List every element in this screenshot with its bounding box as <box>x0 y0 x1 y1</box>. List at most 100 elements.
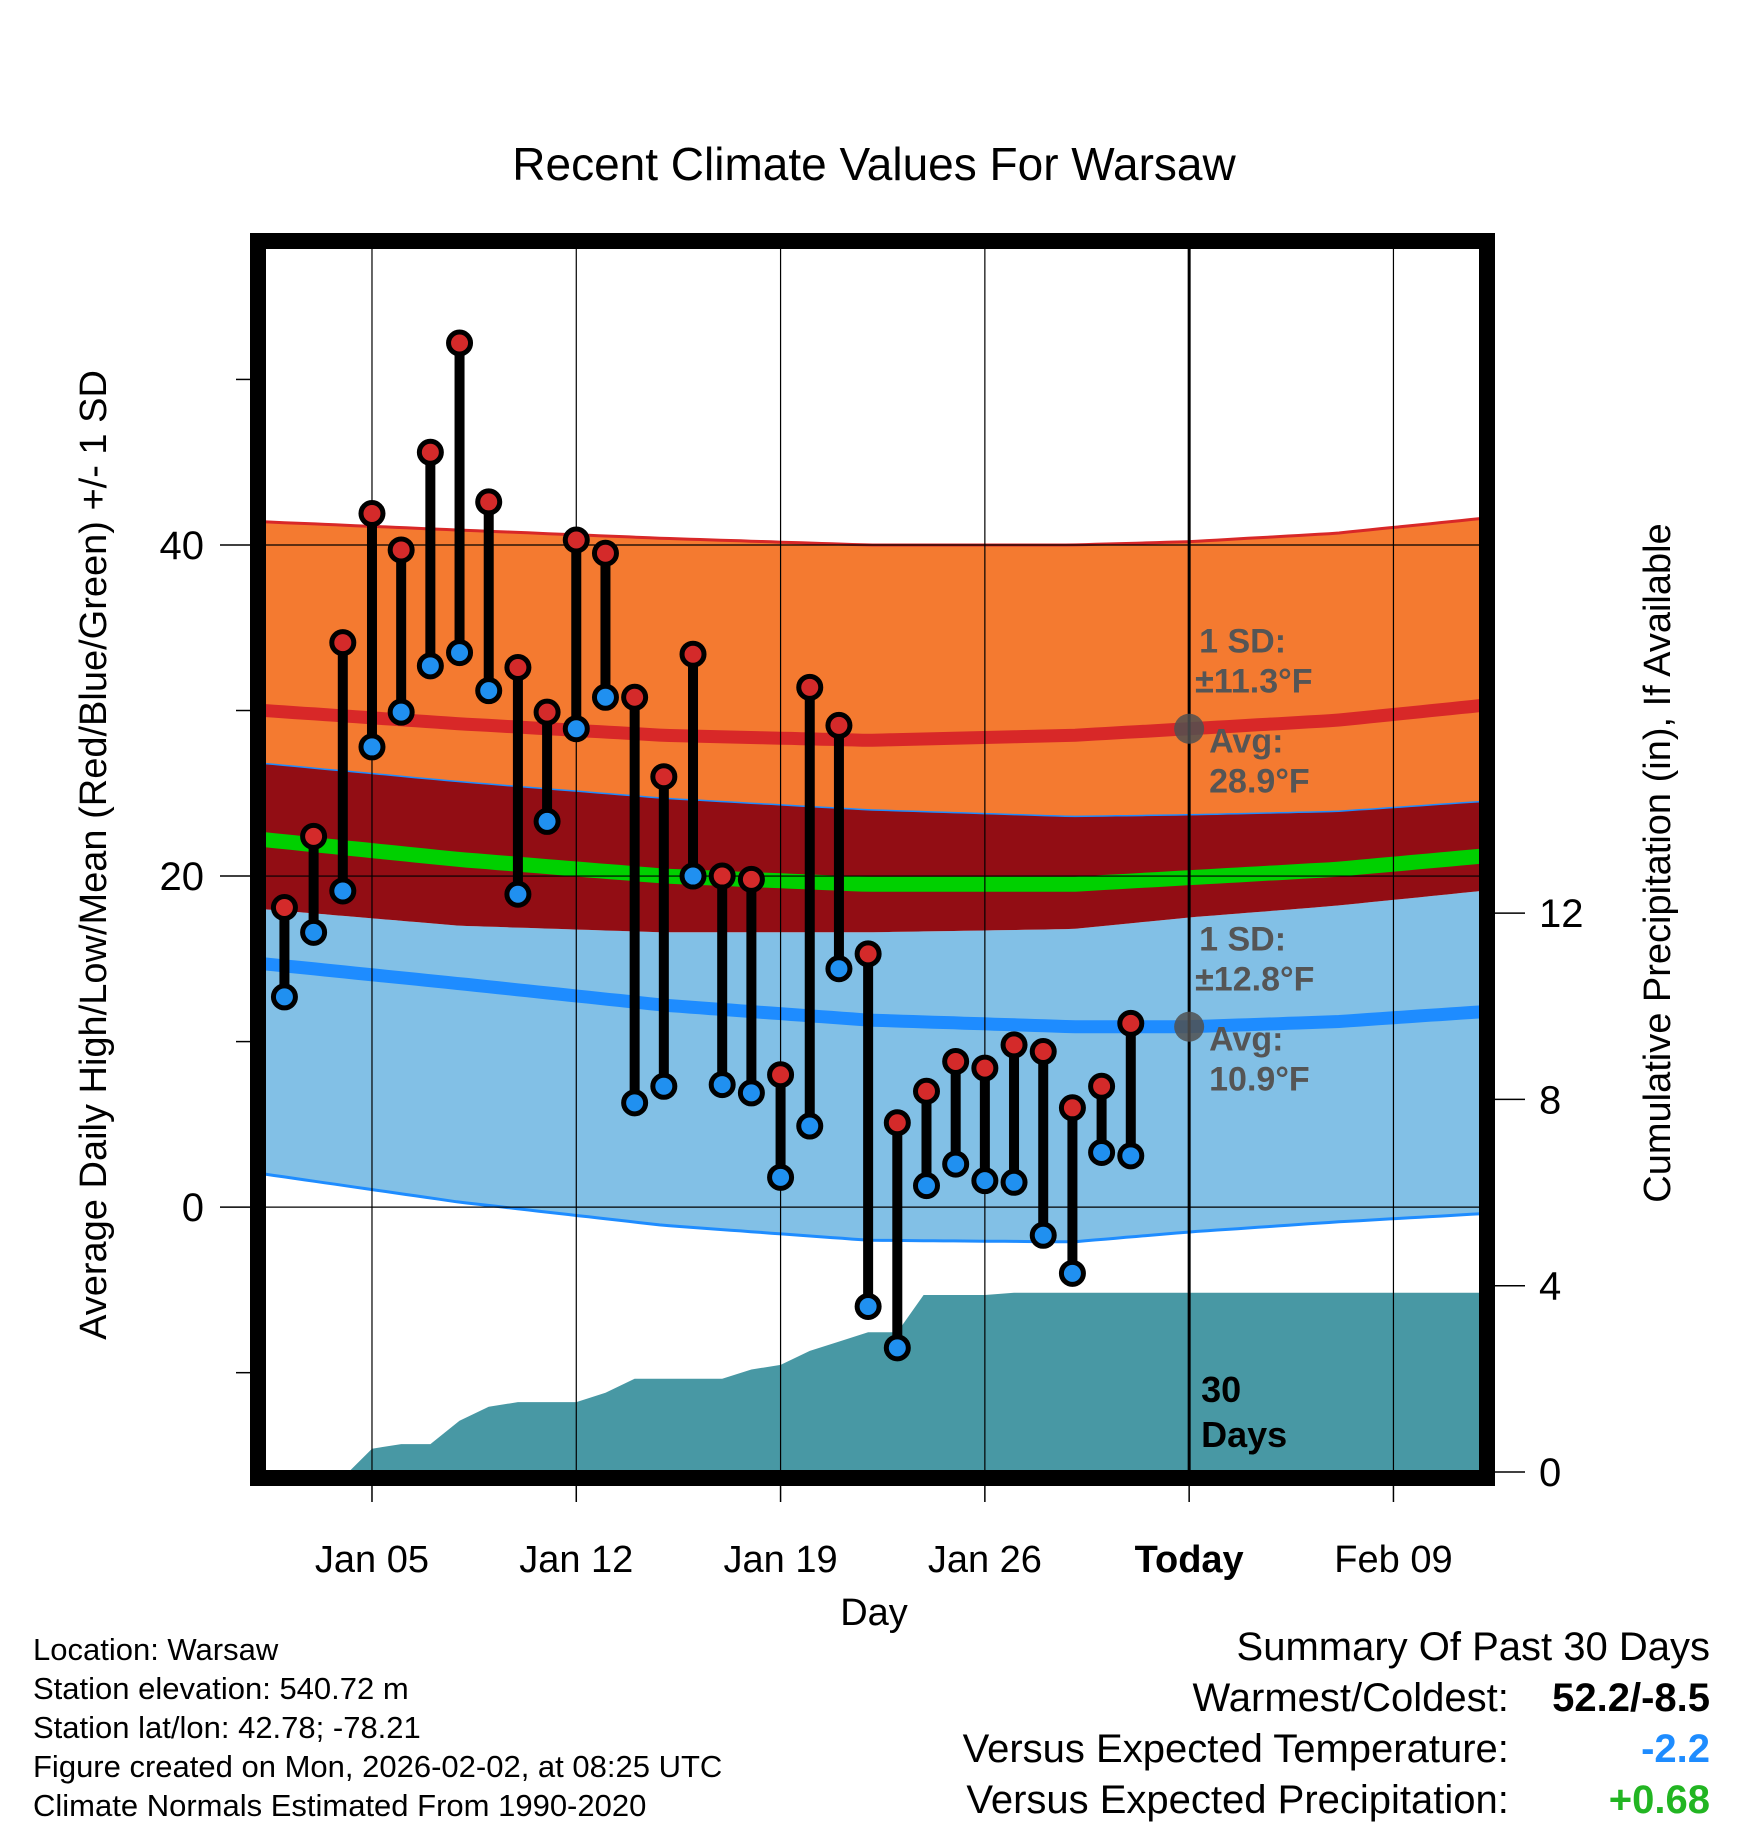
low-avg-marker <box>1174 1011 1205 1042</box>
daily-low-dot <box>533 807 561 835</box>
warmest-coldest-row: Warmest/Coldest: 52.2/-8.5 <box>963 1673 1711 1724</box>
daily-low-dot <box>854 1292 882 1320</box>
daily-low-dot <box>562 715 590 743</box>
y-tick-label-right: 8 <box>1539 1078 1561 1122</box>
daily-high-dot <box>796 673 824 701</box>
daily-high-dot <box>942 1047 970 1075</box>
high-avg-marker <box>1174 713 1205 744</box>
low-avg-value: 10.9°F <box>1209 1061 1310 1099</box>
daily-high-dot <box>854 940 882 968</box>
x-axis-label: Day <box>840 1592 908 1634</box>
daily-low-dot <box>1088 1139 1116 1167</box>
daily-high-dot <box>708 862 736 890</box>
created-line: Figure created on Mon, 2026-02-02, at 08… <box>33 1749 723 1784</box>
daily-low-dot <box>329 877 357 905</box>
y-tick-label-right: 4 <box>1539 1265 1561 1309</box>
daily-high-dot <box>475 488 503 516</box>
x-tick-label: Jan 19 <box>724 1539 838 1581</box>
daily-high-dot <box>621 683 649 711</box>
plot-frame <box>250 233 1495 1486</box>
y-axis-label-left: Average Daily High/Low/Mean (Red/Blue/Gr… <box>73 370 115 1340</box>
daily-low-dot <box>650 1072 678 1100</box>
daily-high-dot <box>912 1077 940 1105</box>
window-count-label: 30 <box>1201 1369 1241 1410</box>
precip-area <box>264 1292 1481 1472</box>
daily-high-dot <box>767 1061 795 1089</box>
daily-low-dot <box>912 1172 940 1200</box>
daily-low-dot <box>1058 1259 1086 1287</box>
low-sd-label: 1 SD: <box>1199 921 1286 959</box>
daily-low-dot <box>300 918 328 946</box>
daily-low-dot <box>591 683 619 711</box>
low-sd-value: ±12.8°F <box>1195 961 1314 999</box>
high-avg-value: 28.9°F <box>1209 763 1310 801</box>
daily-low-dot <box>796 1112 824 1140</box>
daily-low-dot <box>1117 1142 1145 1170</box>
daily-low-dot <box>1029 1221 1057 1249</box>
high-lower-edge <box>264 762 1481 818</box>
precip-departure-label: Versus Expected Precipitation: <box>966 1778 1509 1822</box>
daily-high-dot <box>1117 1009 1145 1037</box>
summary-panel: Summary Of Past 30 Days Warmest/Coldest:… <box>963 1622 1710 1826</box>
daily-low-dot <box>1000 1168 1028 1196</box>
daily-low-dot <box>621 1089 649 1117</box>
precip-departure-value: +0.68 <box>1608 1778 1710 1822</box>
y-tick-label-left: 40 <box>160 524 205 568</box>
daily-high-dot <box>650 763 678 791</box>
location-line: Location: Warsaw <box>33 1632 279 1667</box>
warmest-coldest-label: Warmest/Coldest: <box>1192 1676 1509 1720</box>
y-tick-label-left: 0 <box>182 1186 204 1230</box>
high-sd-value: ±11.3°F <box>1195 663 1312 701</box>
daily-high-dot <box>825 711 853 739</box>
daily-low-dot <box>767 1163 795 1191</box>
window-unit-label: Days <box>1201 1414 1287 1455</box>
daily-low-dot <box>942 1150 970 1178</box>
daily-low-dot <box>358 733 386 761</box>
high-avg-label: Avg: <box>1209 723 1283 761</box>
daily-high-dot <box>358 500 386 528</box>
daily-high-dot <box>1088 1072 1116 1100</box>
x-tick-label: Jan 12 <box>519 1539 633 1581</box>
daily-high-dot <box>1000 1031 1028 1059</box>
low-avg-label: Avg: <box>1209 1021 1283 1059</box>
daily-high-dot <box>533 698 561 726</box>
latlon-line: Station lat/lon: 42.78; -78.21 <box>33 1710 421 1745</box>
y-axis-label-right: Cumulative Precipitation (in), If Availa… <box>1637 523 1679 1202</box>
y-tick-label-left: 20 <box>160 855 205 899</box>
daily-high-dot <box>416 438 444 466</box>
daily-high-dot <box>387 536 415 564</box>
elevation-line: Station elevation: 540.72 m <box>33 1671 409 1706</box>
daily-low-dot <box>737 1079 765 1107</box>
x-tick-label: Feb 09 <box>1334 1539 1452 1581</box>
daily-high-dot <box>883 1109 911 1137</box>
daily-low-dot <box>708 1071 736 1099</box>
daily-high-dot <box>446 329 474 357</box>
daily-low-dot <box>416 652 444 680</box>
normals-line: Climate Normals Estimated From 1990-2020 <box>33 1788 647 1823</box>
x-tick-label: Jan 05 <box>315 1539 429 1581</box>
daily-high-dot <box>504 653 532 681</box>
high-sd-band <box>264 518 1481 817</box>
daily-low-dot <box>270 983 298 1011</box>
daily-high-dot <box>971 1054 999 1082</box>
temp-departure-row: Versus Expected Temperature: -2.2 <box>963 1724 1710 1775</box>
daily-high-dot <box>1058 1094 1086 1122</box>
daily-high-dot <box>737 865 765 893</box>
daily-low-dot <box>971 1167 999 1195</box>
daily-low-dot <box>679 862 707 890</box>
high-sd-label: 1 SD: <box>1199 623 1286 661</box>
normal-high-line <box>264 699 1481 747</box>
daily-low-dot <box>883 1334 911 1362</box>
daily-low-dot <box>825 955 853 983</box>
daily-high-dot <box>329 629 357 657</box>
daily-low-dot <box>504 880 532 908</box>
daily-high-dot <box>591 539 619 567</box>
y-tick-label-right: 0 <box>1539 1451 1561 1495</box>
axes: Jan 05 Jan 12 Jan 19 Jan 26 Today Feb 0902040… <box>160 233 1584 1581</box>
normal-mean-line <box>264 832 1481 892</box>
warmest-coldest-value: 52.2/-8.5 <box>1552 1676 1710 1720</box>
overlap-band <box>264 763 1481 933</box>
temp-departure-label: Versus Expected Temperature: <box>962 1727 1509 1771</box>
daily-low-dot <box>387 698 415 726</box>
